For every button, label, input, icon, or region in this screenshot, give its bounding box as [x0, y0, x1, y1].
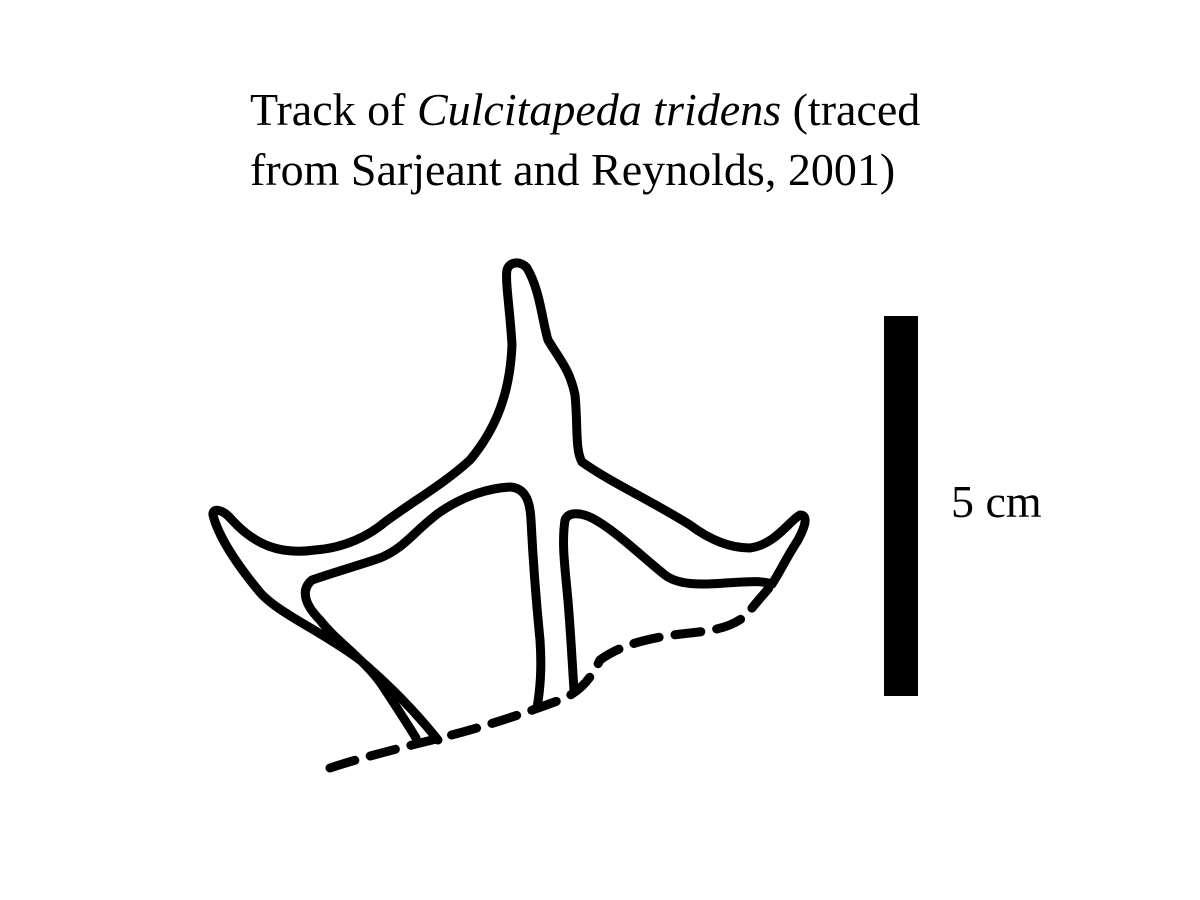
- scale-label: 5 cm: [951, 476, 1042, 527]
- caption-line1-suffix: (traced: [781, 84, 921, 135]
- track-outer-outline: [208, 258, 810, 745]
- scale-bar: [884, 316, 918, 696]
- caption-line1-prefix: Track of: [250, 84, 417, 135]
- caption-species-name: Culcitapeda tridens: [416, 84, 782, 135]
- track-dashed-base: [325, 579, 777, 773]
- caption-line2: from Sarjeant and Reynolds, 2001): [250, 144, 896, 195]
- track-right-inner-outline: [559, 509, 777, 695]
- figure-caption: Track of Culcitapeda tridens (traced from…: [250, 80, 920, 200]
- track-inner-outline: [300, 482, 546, 743]
